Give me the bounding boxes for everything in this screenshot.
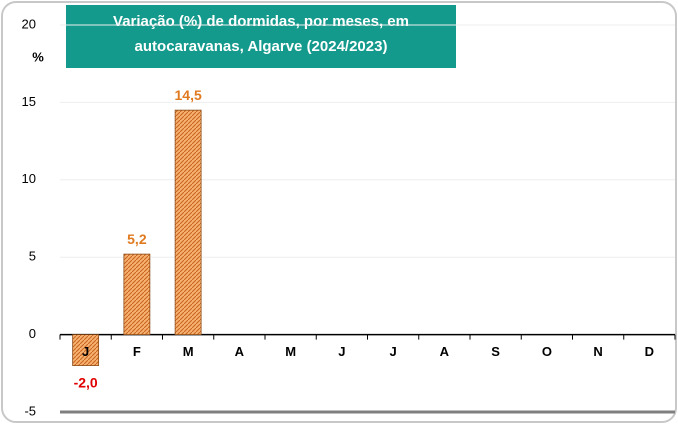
chart-title: autocaravanas, Algarve (2024/2023) — [135, 38, 388, 55]
x-tick-label: J — [390, 344, 397, 359]
x-tick-label: M — [285, 344, 296, 359]
y-tick-label: 5 — [29, 249, 36, 264]
chart-title: Variação (%) de dormidas, por meses, em — [113, 13, 409, 30]
x-tick-label: J — [82, 344, 89, 359]
y-tick-label: 0 — [29, 326, 36, 341]
value-label: -2,0 — [74, 374, 98, 390]
y-axis-label: % — [32, 49, 44, 64]
value-label: 5,2 — [127, 231, 147, 247]
title-background — [66, 5, 456, 68]
y-tick-label: 10 — [22, 171, 36, 186]
x-tick-label: F — [133, 344, 141, 359]
x-tick-label: J — [338, 344, 345, 359]
x-tick-label: A — [440, 344, 450, 359]
y-tick-label: 20 — [22, 16, 36, 31]
x-tick-label: M — [183, 344, 194, 359]
x-tick-label: N — [593, 344, 602, 359]
title-box: Variação (%) de dormidas, por meses, em a… — [66, 5, 456, 68]
y-tick-label: -5 — [24, 403, 36, 418]
y-tick-label: 15 — [22, 94, 36, 109]
x-tick-label: S — [491, 344, 500, 359]
value-label: 14,5 — [175, 87, 202, 103]
x-tick-label: D — [645, 344, 654, 359]
x-tick-label: O — [542, 344, 552, 359]
bar — [123, 253, 151, 336]
bar — [174, 109, 202, 336]
bar — [72, 334, 100, 366]
x-tick-label: A — [235, 344, 245, 359]
